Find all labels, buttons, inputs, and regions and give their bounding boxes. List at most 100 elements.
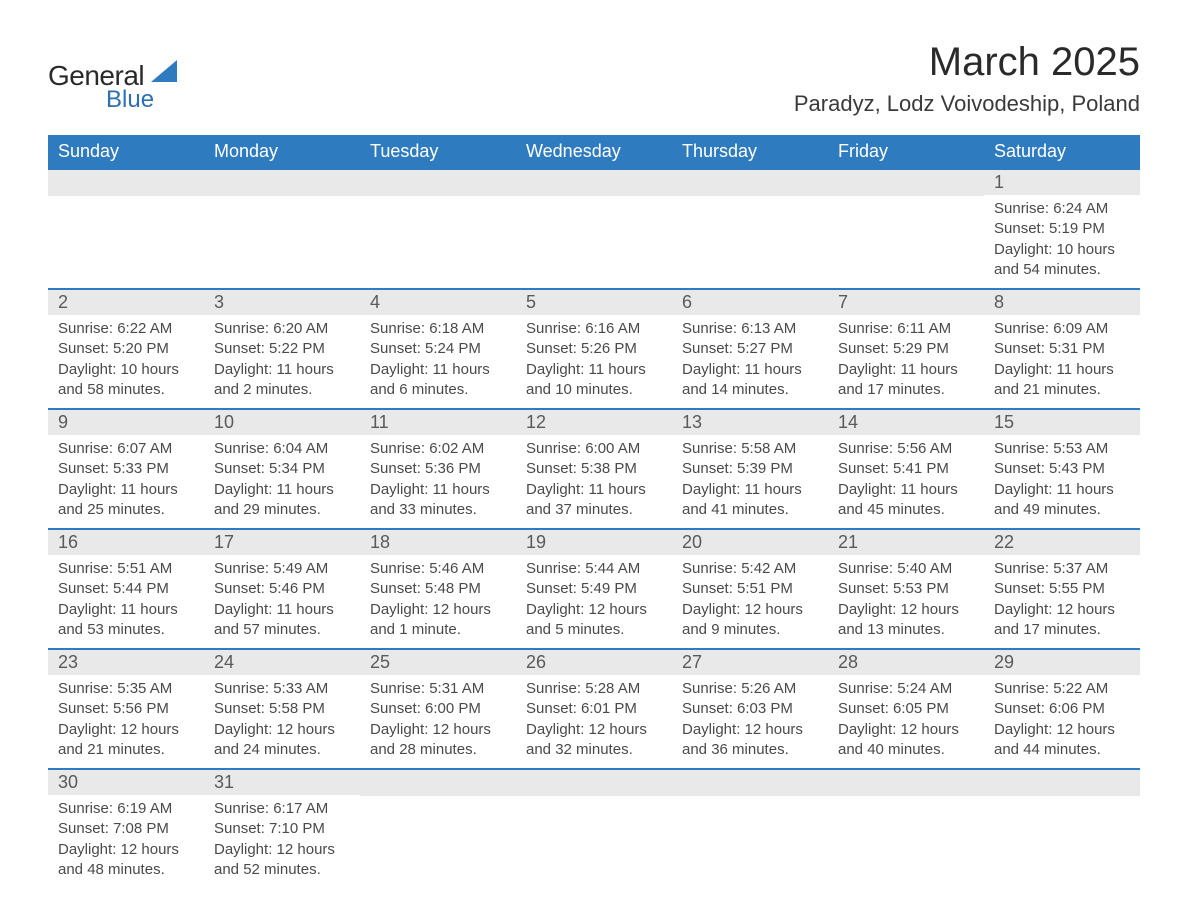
sunrise-text: Sunrise: 6:22 AM (58, 319, 194, 339)
daylight2-text: and 5 minutes. (526, 620, 662, 640)
daylight2-text: and 32 minutes. (526, 740, 662, 760)
daylight1-text: Daylight: 11 hours (838, 480, 974, 500)
sunset-text: Sunset: 6:06 PM (994, 699, 1130, 719)
day-number: 6 (672, 290, 828, 315)
daylight2-text: and 13 minutes. (838, 620, 974, 640)
daylight2-text: and 53 minutes. (58, 620, 194, 640)
sunset-text: Sunset: 5:38 PM (526, 459, 662, 479)
sunrise-text: Sunrise: 6:16 AM (526, 319, 662, 339)
calendar-cell: 2Sunrise: 6:22 AMSunset: 5:20 PMDaylight… (48, 289, 204, 409)
day-number: 7 (828, 290, 984, 315)
sunrise-text: Sunrise: 5:56 AM (838, 439, 974, 459)
daylight2-text: and 28 minutes. (370, 740, 506, 760)
day-number: 22 (984, 530, 1140, 555)
calendar-cell (984, 769, 1140, 888)
sunset-text: Sunset: 5:41 PM (838, 459, 974, 479)
day-number (360, 170, 516, 196)
daylight1-text: Daylight: 12 hours (370, 720, 506, 740)
calendar-cell (828, 769, 984, 888)
day-number: 9 (48, 410, 204, 435)
day-body: Sunrise: 6:20 AMSunset: 5:22 PMDaylight:… (204, 315, 360, 408)
daylight2-text: and 2 minutes. (214, 380, 350, 400)
calendar-cell: 14 Sunrise: 5:56 AMSunset: 5:41 PMDayligh… (828, 409, 984, 529)
calendar-body: 1Sunrise: 6:24 AMSunset: 5:19 PMDaylight… (48, 169, 1140, 888)
daylight2-text: and 17 minutes. (838, 380, 974, 400)
daylight1-text: Daylight: 10 hours (994, 240, 1130, 260)
calendar-cell: 5Sunrise: 6:16 AMSunset: 5:26 PMDaylight… (516, 289, 672, 409)
sunrise-text: Sunrise: 5:24 AM (838, 679, 974, 699)
daylight2-text: and 37 minutes. (526, 500, 662, 520)
day-body: Sunrise: 5:42 AMSunset: 5:51 PMDaylight:… (672, 555, 828, 648)
daylight1-text: Daylight: 12 hours (58, 840, 194, 860)
day-number (516, 170, 672, 196)
sunset-text: Sunset: 6:03 PM (682, 699, 818, 719)
brand-logo: General Blue (48, 40, 177, 114)
day-body: Sunrise: 5:37 AMSunset: 5:55 PMDaylight:… (984, 555, 1140, 648)
daylight2-text: and 54 minutes. (994, 260, 1130, 280)
daylight2-text: and 33 minutes. (370, 500, 506, 520)
daylight2-text: and 14 minutes. (682, 380, 818, 400)
col-monday: Monday (204, 135, 360, 169)
daylight1-text: Daylight: 11 hours (994, 480, 1130, 500)
daylight1-text: Daylight: 12 hours (838, 720, 974, 740)
sunrise-text: Sunrise: 5:53 AM (994, 439, 1130, 459)
calendar-cell: 7Sunrise: 6:11 AMSunset: 5:29 PMDaylight… (828, 289, 984, 409)
day-number: 8 (984, 290, 1140, 315)
calendar-cell: 12Sunrise: 6:00 AMSunset: 5:38 PMDayligh… (516, 409, 672, 529)
daylight1-text: Daylight: 11 hours (214, 480, 350, 500)
day-body: Sunrise: 5:51 AMSunset: 5:44 PMDaylight:… (48, 555, 204, 648)
day-body (828, 196, 984, 256)
calendar-row: 1Sunrise: 6:24 AMSunset: 5:19 PMDaylight… (48, 169, 1140, 289)
sunrise-text: Sunrise: 6:17 AM (214, 799, 350, 819)
day-number: 13 (672, 410, 828, 435)
day-number: 18 (360, 530, 516, 555)
calendar-cell: 4Sunrise: 6:18 AMSunset: 5:24 PMDaylight… (360, 289, 516, 409)
day-number (984, 770, 1140, 796)
day-body: Sunrise: 6:22 AMSunset: 5:20 PMDaylight:… (48, 315, 204, 408)
calendar-cell: 29Sunrise: 5:22 AMSunset: 6:06 PMDayligh… (984, 649, 1140, 769)
calendar-cell: 21Sunrise: 5:40 AMSunset: 5:53 PMDayligh… (828, 529, 984, 649)
sunrise-text: Sunrise: 5:22 AM (994, 679, 1130, 699)
sunrise-text: Sunrise: 5:58 AM (682, 439, 818, 459)
header: General Blue March 2025 Paradyz, Lodz Vo… (48, 40, 1140, 117)
calendar-row: 23Sunrise: 5:35 AMSunset: 5:56 PMDayligh… (48, 649, 1140, 769)
sunset-text: Sunset: 5:36 PM (370, 459, 506, 479)
calendar-cell (672, 169, 828, 289)
sunrise-text: Sunrise: 5:28 AM (526, 679, 662, 699)
sunrise-text: Sunrise: 5:37 AM (994, 559, 1130, 579)
calendar-cell: 15Sunrise: 5:53 AMSunset: 5:43 PMDayligh… (984, 409, 1140, 529)
day-body: Sunrise: 6:00 AMSunset: 5:38 PMDaylight:… (516, 435, 672, 528)
sunrise-text: Sunrise: 5:46 AM (370, 559, 506, 579)
sunset-text: Sunset: 5:29 PM (838, 339, 974, 359)
day-number: 24 (204, 650, 360, 675)
calendar-cell: 16Sunrise: 5:51 AMSunset: 5:44 PMDayligh… (48, 529, 204, 649)
day-body: Sunrise: 5:28 AMSunset: 6:01 PMDaylight:… (516, 675, 672, 768)
calendar-cell: 6Sunrise: 6:13 AMSunset: 5:27 PMDaylight… (672, 289, 828, 409)
daylight2-text: and 44 minutes. (994, 740, 1130, 760)
calendar-cell: 18Sunrise: 5:46 AMSunset: 5:48 PMDayligh… (360, 529, 516, 649)
sunset-text: Sunset: 7:08 PM (58, 819, 194, 839)
day-body: Sunrise: 5:53 AMSunset: 5:43 PMDaylight:… (984, 435, 1140, 528)
day-body: Sunrise: 5:24 AMSunset: 6:05 PMDaylight:… (828, 675, 984, 768)
sunrise-text: Sunrise: 6:07 AM (58, 439, 194, 459)
daylight2-text: and 36 minutes. (682, 740, 818, 760)
sunset-text: Sunset: 5:55 PM (994, 579, 1130, 599)
sunrise-text: Sunrise: 5:26 AM (682, 679, 818, 699)
day-body: Sunrise: 6:02 AMSunset: 5:36 PMDaylight:… (360, 435, 516, 528)
daylight2-text: and 9 minutes. (682, 620, 818, 640)
sunrise-text: Sunrise: 6:09 AM (994, 319, 1130, 339)
daylight1-text: Daylight: 11 hours (526, 360, 662, 380)
day-number: 3 (204, 290, 360, 315)
calendar-cell (672, 769, 828, 888)
sunset-text: Sunset: 5:56 PM (58, 699, 194, 719)
day-body: Sunrise: 6:18 AMSunset: 5:24 PMDaylight:… (360, 315, 516, 408)
day-number (48, 170, 204, 196)
sunset-text: Sunset: 5:26 PM (526, 339, 662, 359)
col-tuesday: Tuesday (360, 135, 516, 169)
sunset-text: Sunset: 7:10 PM (214, 819, 350, 839)
day-body: Sunrise: 5:58 AMSunset: 5:39 PMDaylight:… (672, 435, 828, 528)
day-number: 14 (828, 410, 984, 435)
calendar-cell: 1Sunrise: 6:24 AMSunset: 5:19 PMDaylight… (984, 169, 1140, 289)
sunrise-text: Sunrise: 5:31 AM (370, 679, 506, 699)
sunrise-text: Sunrise: 6:20 AM (214, 319, 350, 339)
